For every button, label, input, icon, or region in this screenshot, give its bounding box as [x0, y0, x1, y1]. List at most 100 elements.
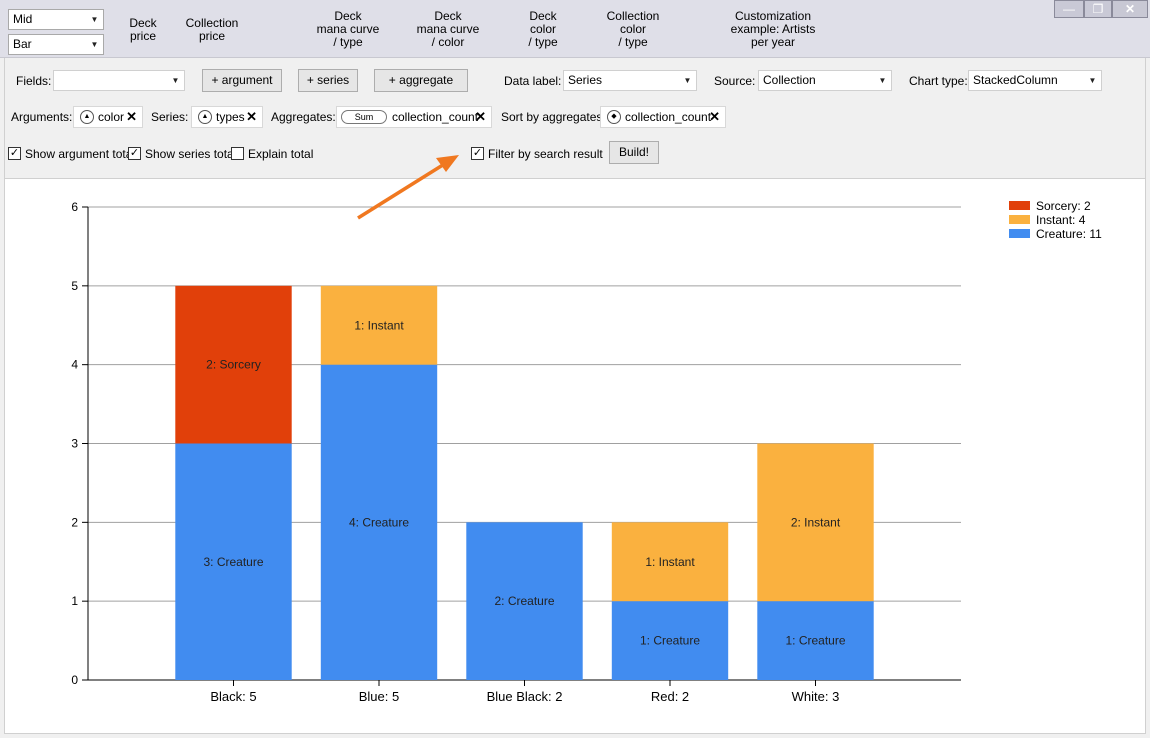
arguments-label: Arguments:: [11, 110, 73, 124]
chart-type-label: Chart type:: [909, 74, 968, 88]
sort-toggle-icon[interactable]: ◆: [607, 110, 621, 124]
y-tick-label: 6: [71, 200, 78, 214]
y-tick-label: 1: [71, 594, 78, 608]
chevron-down-icon: ▼: [1088, 76, 1097, 85]
legend-label: Creature: 11: [1036, 227, 1102, 241]
remove-sort-icon[interactable]: ✕: [709, 109, 720, 124]
x-tick-label: Blue: 5: [359, 689, 399, 704]
data-label: 3: Creature: [203, 555, 263, 569]
preset-deck-price[interactable]: Deck price: [129, 16, 157, 43]
y-tick-label: 3: [71, 437, 78, 451]
bar-segment: [757, 443, 874, 602]
source-label: Source:: [714, 74, 756, 88]
minimize-button[interactable]: —: [1054, 0, 1084, 18]
bar-segment: [175, 285, 292, 444]
minimize-icon: —: [1063, 2, 1075, 16]
data-label: 1: Creature: [640, 634, 700, 648]
explain-total-checkbox[interactable]: [231, 147, 244, 160]
data-label-value: Series: [568, 73, 603, 87]
data-label: 1: Instant: [645, 555, 695, 569]
remove-series-icon[interactable]: ✕: [246, 109, 257, 124]
add-argument-button[interactable]: + argument: [202, 69, 282, 92]
legend-swatch: [1009, 215, 1030, 224]
chevron-down-icon: ▼: [683, 76, 692, 85]
data-label: 4: Creature: [349, 515, 409, 529]
bar-segment: [320, 364, 438, 680]
view-mode-value: Bar: [13, 37, 32, 51]
series-chip-types[interactable]: ▲ types ✕: [191, 106, 263, 128]
preset-toolbar: Mid ▼ Bar ▼ Deck price Collection price …: [0, 0, 1150, 58]
preset-artists-per-year[interactable]: Customization example: Artists per year: [730, 9, 816, 49]
show-series-total-label: Show series total: [145, 147, 237, 161]
chevron-down-icon: ▼: [90, 40, 99, 49]
series-chip-label: types: [216, 110, 245, 124]
maximize-icon: ❐: [1092, 2, 1104, 16]
aggregate-chip[interactable]: Sum collection_count ✕: [336, 106, 492, 128]
chevron-down-icon: ▼: [90, 15, 99, 24]
legend-label: Instant: 4: [1036, 213, 1086, 227]
sort-ascending-icon[interactable]: ▲: [198, 110, 212, 124]
bar-segment: [611, 601, 729, 680]
data-label: 2: Creature: [494, 594, 554, 608]
filter-by-search-label: Filter by search result: [488, 147, 603, 161]
chart-type-select[interactable]: StackedColumn ▼: [968, 70, 1102, 91]
sort-aggregate-chip[interactable]: ◆ collection_count ✕: [600, 106, 726, 128]
argument-chip-label: color: [98, 110, 125, 124]
data-label-label: Data label:: [504, 74, 562, 88]
preset-deck-mana-curve-type[interactable]: Deck mana curve / type: [316, 9, 380, 49]
explain-total-label: Explain total: [248, 147, 314, 161]
chevron-down-icon: ▼: [171, 76, 180, 85]
preset-collection-price[interactable]: Collection price: [185, 16, 239, 43]
argument-chip-color[interactable]: ▲ color ✕: [73, 106, 143, 128]
bar-segment: [611, 522, 729, 602]
legend-swatch: [1009, 229, 1030, 238]
view-mode-select[interactable]: Bar ▼: [8, 34, 104, 55]
x-tick-label: White: 3: [792, 689, 840, 704]
aggregate-chip-label: collection_count: [392, 110, 479, 124]
show-argument-total-label: Show argument total: [25, 147, 136, 161]
series-label: Series:: [151, 110, 189, 124]
sort-by-aggregates-label: Sort by aggregates:: [501, 110, 606, 124]
y-tick-label: 5: [71, 279, 78, 293]
build-button[interactable]: Build!: [609, 141, 659, 164]
x-tick-label: Black: 5: [210, 689, 256, 704]
filter-by-search-checkbox[interactable]: ✓: [471, 147, 484, 160]
bar-segment: [175, 443, 292, 680]
close-icon: ✕: [1124, 2, 1136, 16]
bar-segment: [320, 285, 438, 365]
chart-area: 0 1 2 3 4 5 6 3: Creature 2: Sorcery Black: 5 4: C…: [4, 178, 1146, 734]
legend-label: Sorcery: 2: [1036, 199, 1091, 213]
preset-collection-color-type[interactable]: Collection color / type: [606, 9, 660, 49]
remove-aggregate-icon[interactable]: ✕: [475, 109, 486, 124]
source-select[interactable]: Collection ▼: [758, 70, 892, 91]
stacked-column-chart: 0 1 2 3 4 5 6 3: Creature 2: Sorcery Black: 5 4: C…: [71, 199, 1102, 704]
sort-ascending-icon[interactable]: ▲: [80, 110, 94, 124]
fields-select[interactable]: ▼: [53, 70, 185, 91]
add-series-button[interactable]: + series: [298, 69, 358, 92]
data-label: 1: Creature: [785, 634, 845, 648]
remove-argument-icon[interactable]: ✕: [126, 109, 137, 124]
y-tick-label: 4: [71, 358, 78, 372]
preset-deck-color-type[interactable]: Deck color / type: [528, 9, 558, 49]
x-tick-label: Red: 2: [651, 689, 689, 704]
deck-mode-select[interactable]: Mid ▼: [8, 9, 104, 30]
chart-settings-panel: Fields: ▼ + argument + series + aggregat…: [4, 58, 1146, 178]
source-value: Collection: [763, 73, 816, 87]
show-series-total-checkbox[interactable]: ✓: [128, 147, 141, 160]
aggregate-function-select[interactable]: Sum: [341, 110, 387, 124]
aggregates-label: Aggregates:: [271, 110, 336, 124]
data-label: 2: Sorcery: [206, 358, 261, 372]
close-window-button[interactable]: ✕: [1112, 0, 1148, 18]
preset-deck-mana-curve-color[interactable]: Deck mana curve / color: [416, 9, 480, 49]
x-tick-label: Blue Black: 2: [487, 689, 563, 704]
data-label: 2: Instant: [791, 515, 841, 529]
legend-swatch: [1009, 201, 1030, 210]
add-aggregate-button[interactable]: + aggregate: [374, 69, 468, 92]
sort-aggregate-label: collection_count: [625, 110, 712, 124]
maximize-button[interactable]: ❐: [1084, 0, 1112, 18]
bar-segment: [466, 522, 583, 680]
show-argument-total-checkbox[interactable]: ✓: [8, 147, 21, 160]
bar-segment: [757, 601, 874, 680]
data-label-select[interactable]: Series ▼: [563, 70, 697, 91]
deck-mode-value: Mid: [13, 12, 33, 26]
